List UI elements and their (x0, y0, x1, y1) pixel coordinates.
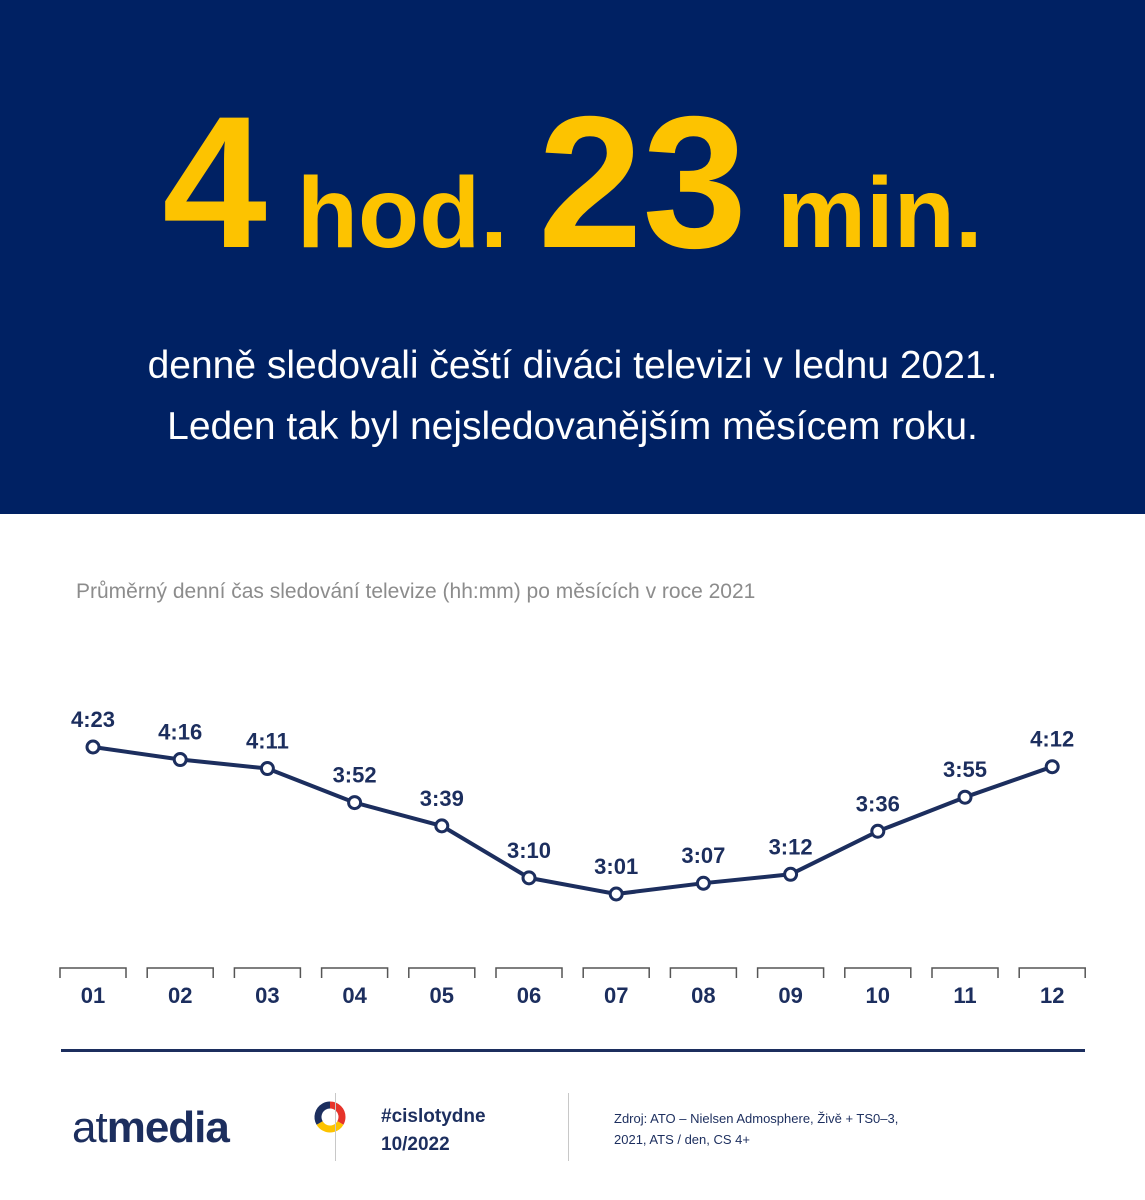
series-line (91, 745, 1055, 896)
data-label: 3:52 (333, 763, 377, 788)
data-point (870, 823, 886, 839)
hours-value: 4 (162, 77, 267, 287)
x-tick-bracket (233, 967, 302, 978)
data-point (608, 886, 624, 902)
x-tick-label: 02 (168, 983, 192, 1008)
atmedia-logo: atmedia (72, 1101, 346, 1153)
data-point (434, 818, 450, 834)
subtitle-line-2: Leden tak byl nejsledovanějším měsícem r… (167, 405, 978, 448)
x-tick-label: 11 (953, 983, 976, 1008)
minutes-value: 23 (537, 77, 748, 287)
source-line-2: 2021, ATS / den, CS 4+ (614, 1132, 750, 1147)
data-label: 4:16 (158, 720, 202, 745)
x-tick-label: 07 (604, 983, 628, 1008)
source-line-1: Zdroj: ATO – Nielsen Admosphere, Živě + … (614, 1111, 899, 1126)
hero-banner: 4 hod. 23 min. denně sledovali čeští diváci… (0, 0, 1145, 514)
x-tick-bracket (756, 967, 825, 978)
logo-part-media: media (106, 1103, 230, 1152)
headline: 4 hod. 23 min. (0, 88, 1145, 276)
x-tick-bracket (582, 967, 650, 978)
x-tick-label: 09 (778, 983, 802, 1008)
logo-ring-icon (314, 1101, 346, 1133)
x-tick-label: 05 (430, 983, 454, 1008)
data-point (783, 866, 799, 882)
x-tick-bracket (669, 967, 738, 978)
issue-number: 10/2022 (381, 1134, 450, 1155)
line-chart: 4:23 01 4:16 02 4:11 03 3:52 04 3:39 05 3:10 06 3:01… (59, 707, 1086, 1008)
hashtag: #cislotydne (381, 1106, 486, 1127)
data-label: 4:11 (246, 729, 289, 754)
hashtag-block: #cislotydne 10/2022 (381, 1103, 486, 1159)
data-label: 3:10 (507, 838, 551, 863)
x-tick-label: 04 (342, 983, 367, 1008)
x-tick-label: 06 (517, 983, 541, 1008)
source-note: Zdroj: ATO – Nielsen Admosphere, Živě + … (614, 1108, 898, 1150)
data-label: 4:23 (71, 707, 115, 732)
data-label: 4:12 (1030, 727, 1074, 752)
subtitle-line-1: denně sledovali čeští diváci televizi v … (147, 344, 998, 387)
data-label: 3:12 (769, 834, 813, 859)
data-point (521, 870, 537, 886)
x-tick-label: 10 (866, 983, 890, 1008)
logo-wordmark: atmedia (72, 1103, 230, 1153)
x-tick-bracket (59, 967, 127, 978)
data-label: 3:01 (594, 854, 638, 879)
data-point (259, 761, 275, 777)
x-tick-bracket (495, 967, 563, 978)
logo-part-at: at (72, 1103, 108, 1152)
data-label: 3:36 (856, 791, 900, 816)
x-tick-bracket (1018, 967, 1086, 978)
x-tick-label: 01 (81, 983, 105, 1008)
x-tick-label: 12 (1040, 983, 1064, 1008)
data-label: 3:07 (681, 843, 725, 868)
x-tick-bracket (408, 967, 476, 978)
data-point (85, 739, 101, 755)
x-tick-label: 03 (255, 983, 279, 1008)
x-tick-label: 08 (691, 983, 715, 1008)
x-tick-bracket (931, 967, 999, 978)
footer-divider (61, 1049, 1085, 1052)
data-point (957, 789, 973, 805)
data-label: 3:55 (943, 757, 987, 782)
hours-unit: hod. (296, 157, 508, 269)
x-tick-bracket (320, 967, 389, 978)
data-label: 3:39 (420, 786, 464, 811)
data-point (172, 752, 188, 768)
footer-separator (568, 1093, 569, 1161)
data-point (695, 875, 711, 891)
chart-title: Průměrný denní čas sledování televize (h… (76, 580, 756, 603)
data-point (1044, 759, 1060, 775)
minutes-unit: min. (777, 157, 983, 269)
x-tick-bracket (146, 967, 214, 978)
data-point (347, 795, 363, 811)
x-tick-bracket (844, 967, 912, 978)
footer-separator (335, 1093, 336, 1161)
